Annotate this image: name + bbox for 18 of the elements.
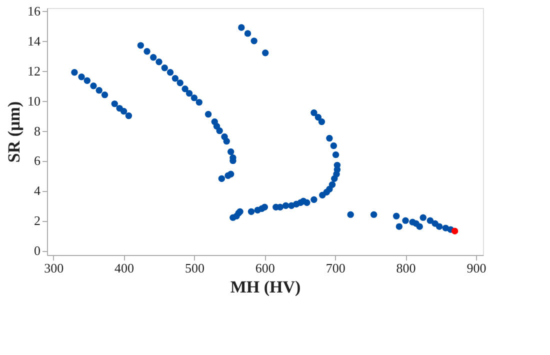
y-tick-label: 4: [34, 183, 41, 198]
x-axis-title: MH (HV): [230, 278, 301, 296]
y-tick-label: 10: [28, 93, 40, 108]
x-tick-label: 700: [326, 260, 346, 276]
y-tick-label: 16: [28, 3, 41, 18]
y-tick-label: 12: [28, 63, 40, 78]
y-tick-label: 8: [34, 123, 40, 138]
x-tick-label: 800: [396, 260, 416, 276]
x-tick-label: 600: [255, 260, 275, 276]
y-tick-label: 2: [34, 213, 40, 228]
x-tick-label: 900: [466, 260, 486, 276]
x-tick-label: 500: [184, 260, 204, 276]
x-tick-label: 400: [114, 260, 134, 276]
y-tick-label: 0: [34, 243, 40, 258]
x-tick-label: 300: [44, 260, 64, 276]
y-axis-title: SR (µm): [4, 101, 24, 163]
y-tick-label: 6: [34, 153, 41, 168]
y-tick-label: 14: [28, 33, 41, 48]
